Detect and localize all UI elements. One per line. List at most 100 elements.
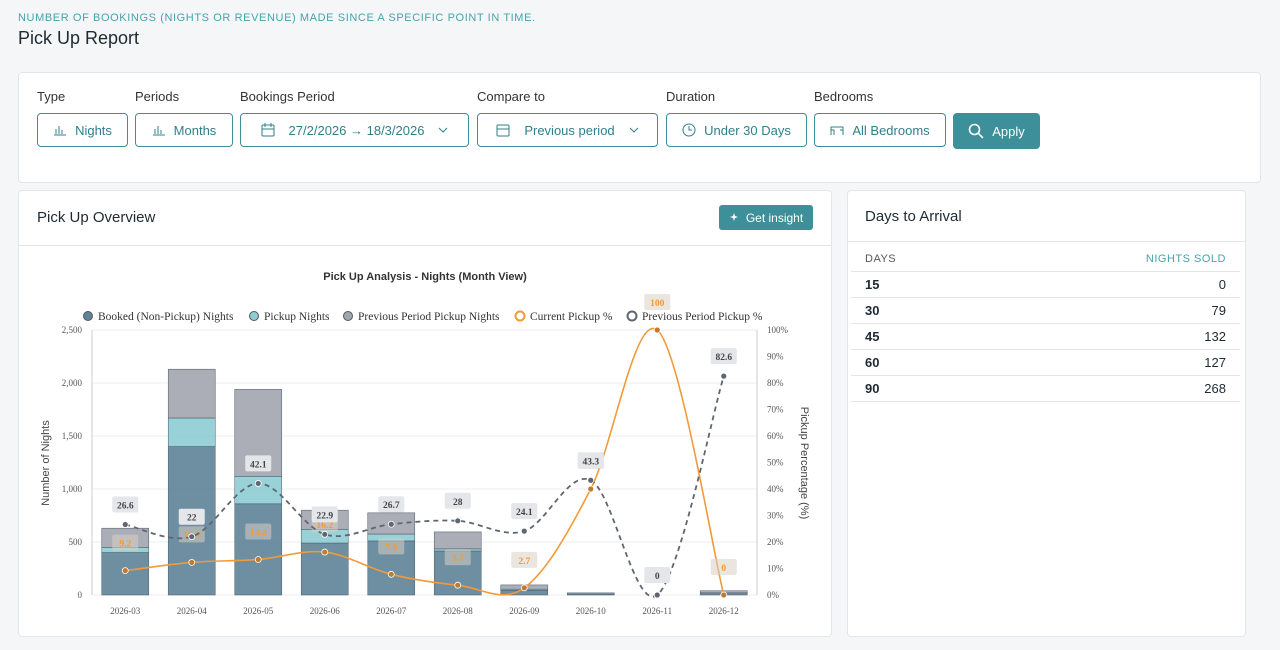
point bbox=[121, 521, 129, 528]
filter-value: Months bbox=[173, 122, 217, 138]
legend-label: Booked (Non-Pickup) Nights bbox=[98, 311, 234, 323]
y-tick-label: 1,000 bbox=[62, 484, 83, 494]
label-bg bbox=[644, 294, 671, 310]
bar-segment bbox=[566, 592, 615, 595]
table-cell: 30 bbox=[865, 303, 880, 318]
icon bbox=[968, 123, 984, 139]
filter-label: Bookings Period bbox=[240, 89, 335, 104]
arrival-card bbox=[847, 190, 1246, 637]
y2-tick-label: 40% bbox=[767, 484, 784, 494]
y-axis-title: Number of Nights bbox=[40, 420, 52, 506]
y-tick-label: 1,500 bbox=[62, 431, 83, 441]
data-label: 0 bbox=[655, 572, 660, 582]
filter-value: Under 30 Days bbox=[704, 122, 791, 138]
data-label: 24.1 bbox=[516, 508, 533, 518]
table-header: DAYS NIGHTS SOLD bbox=[851, 246, 1240, 272]
point bbox=[587, 485, 595, 493]
filter-label: Periods bbox=[135, 89, 180, 104]
label-bg bbox=[710, 348, 737, 365]
filter-button[interactable]: Previous period bbox=[477, 113, 658, 147]
x-tick-label: 2026-12 bbox=[709, 606, 739, 616]
data-label: 82.6 bbox=[715, 353, 732, 363]
label-bg bbox=[378, 538, 405, 555]
table-cell: 15 bbox=[865, 277, 880, 292]
x-tick-label: 2026-04 bbox=[177, 606, 207, 616]
data-label: 42.1 bbox=[250, 460, 267, 470]
filter-button[interactable]: Nights bbox=[37, 113, 128, 147]
point bbox=[254, 556, 262, 563]
point bbox=[720, 372, 728, 380]
icon bbox=[682, 123, 696, 137]
filter-button[interactable]: 27/2/2026 → 18/3/2026 bbox=[240, 113, 469, 147]
y2-tick-label: 70% bbox=[767, 405, 784, 415]
column-header: DAYS bbox=[865, 252, 897, 265]
x-tick-label: 2026-08 bbox=[443, 606, 473, 616]
filter-value: Previous period bbox=[524, 122, 615, 138]
subtitle: NUMBER OF BOOKINGS (NIGHTS OR REVENUE) M… bbox=[18, 12, 536, 24]
label-bg bbox=[245, 455, 272, 472]
y-tick-label: 0 bbox=[78, 590, 83, 600]
y2-tick-label: 100% bbox=[767, 325, 789, 335]
table-cell: 90 bbox=[865, 381, 880, 396]
table-cell: 127 bbox=[1204, 355, 1226, 370]
y2-tick-label: 90% bbox=[767, 352, 784, 362]
data-label: 22.9 bbox=[316, 511, 333, 521]
table-cell: 132 bbox=[1204, 329, 1226, 344]
apply-label: Apply bbox=[992, 123, 1025, 139]
filter-label: Duration bbox=[666, 89, 716, 104]
insight-button[interactable]: Get insight bbox=[719, 205, 813, 230]
x-tick-label: 2026-10 bbox=[576, 606, 606, 616]
label-bg bbox=[511, 551, 538, 568]
x-tick-label: 2026-06 bbox=[310, 606, 340, 616]
divider bbox=[848, 241, 1245, 242]
legend-marker bbox=[343, 311, 353, 321]
data-label: 26.6 bbox=[117, 502, 134, 512]
panel-title: Days to Arrival bbox=[865, 208, 962, 225]
icon bbox=[830, 126, 844, 135]
point bbox=[587, 476, 595, 484]
point bbox=[188, 559, 196, 566]
table-cell: 60 bbox=[865, 355, 880, 370]
point bbox=[454, 517, 462, 525]
legend-label: Previous Period Pickup % bbox=[642, 311, 763, 323]
y2-tick-label: 20% bbox=[767, 537, 784, 547]
x-tick-label: 2026-05 bbox=[243, 606, 273, 616]
legend-marker bbox=[83, 311, 93, 321]
table-row: 90 268 bbox=[851, 376, 1240, 402]
point bbox=[121, 567, 129, 575]
y2-tick-label: 80% bbox=[767, 378, 784, 388]
legend-marker bbox=[514, 310, 526, 322]
legend-marker bbox=[249, 311, 259, 321]
table-row: 45 132 bbox=[851, 324, 1240, 350]
y-tick-label: 2,000 bbox=[62, 378, 83, 388]
y-tick-label: 500 bbox=[69, 537, 83, 547]
filter-button[interactable]: Under 30 Days bbox=[666, 113, 807, 147]
point bbox=[520, 584, 528, 592]
icon bbox=[152, 126, 165, 136]
column-header: NIGHTS SOLD bbox=[1145, 252, 1226, 265]
filter-value: Nights bbox=[75, 122, 112, 138]
data-label: 7.8 bbox=[385, 543, 397, 553]
overview-card bbox=[18, 190, 832, 637]
bar-segment bbox=[167, 368, 216, 419]
data-label: 43.3 bbox=[582, 457, 599, 467]
filter-button[interactable]: Months bbox=[135, 113, 233, 147]
label-bg bbox=[112, 534, 139, 551]
y2-tick-label: 0% bbox=[767, 590, 780, 600]
apply-button[interactable]: Apply bbox=[953, 113, 1040, 149]
point bbox=[188, 533, 196, 541]
icon bbox=[54, 126, 67, 136]
divider bbox=[19, 245, 831, 246]
point bbox=[653, 326, 661, 334]
page-title: Pick Up Report bbox=[18, 28, 140, 48]
point bbox=[387, 570, 395, 578]
filter-button[interactable]: All Bedrooms bbox=[814, 113, 946, 147]
label-bg bbox=[444, 492, 471, 509]
table-cell: 45 bbox=[865, 329, 880, 344]
point bbox=[254, 480, 262, 487]
point bbox=[520, 527, 528, 535]
label-bg bbox=[378, 496, 405, 513]
table-row: 30 79 bbox=[851, 298, 1240, 324]
legend-marker bbox=[626, 310, 638, 322]
